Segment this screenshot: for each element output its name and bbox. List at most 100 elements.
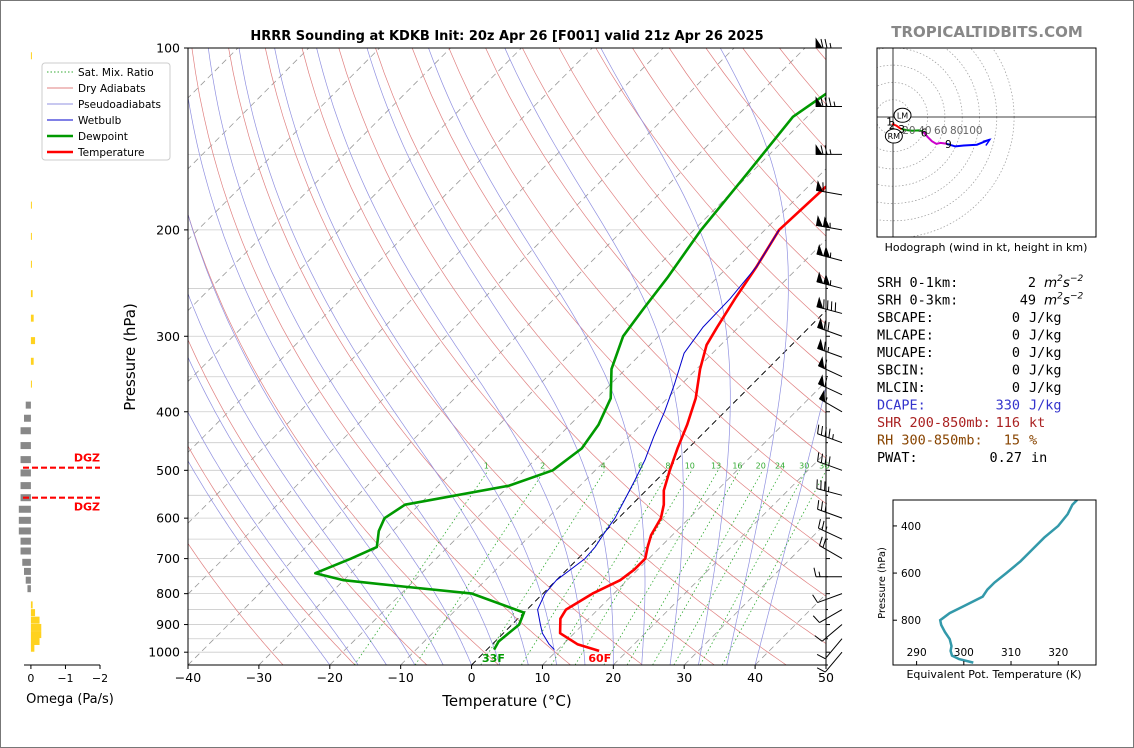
mixing-ratio-label: 20 (756, 461, 766, 470)
pseudoadiabat (188, 213, 444, 665)
dgz-label: DGZ (74, 452, 100, 465)
legend-label: Pseudoadiabats (78, 99, 161, 111)
hodograph-ring-label: 20 (902, 125, 915, 137)
barb-full (824, 427, 827, 437)
mixing-ratio-label: 13 (711, 461, 721, 470)
barb-staff (817, 433, 843, 444)
hodograph-height-label: 6 (921, 128, 928, 140)
hodograph-height-label: 9 (945, 139, 952, 151)
barb-staff (824, 638, 843, 659)
omega-bar (20, 482, 31, 490)
wind-barb (817, 356, 843, 378)
theta-e-x-tick-label: 290 (907, 647, 927, 659)
barb-full (823, 341, 826, 351)
hodograph-segment (922, 131, 947, 145)
wind-barbs (812, 37, 843, 673)
dgz-label: DGZ (74, 501, 100, 514)
dry-adiabat (375, 48, 826, 597)
wind-barb (814, 624, 843, 642)
barb-staff (821, 624, 843, 642)
omega-bar (20, 442, 31, 450)
barb-full (828, 456, 831, 466)
y-tick-label: 200 (156, 222, 180, 237)
theta-e-x-label: Equivalent Pot. Temperature (K) (906, 668, 1081, 681)
index-unit: J/kg (1029, 345, 1062, 361)
index-value: 0.27 (989, 450, 1022, 466)
omega-bar (30, 609, 36, 617)
omega-bar (30, 631, 42, 639)
barb-full (820, 453, 824, 463)
dry-adiabat (188, 542, 284, 665)
skewt-profile-lines (314, 92, 826, 653)
hodograph-labels: 20 40 60 80 100 LM RM 12 3 6 9 (884, 107, 983, 151)
dry-adiabat (742, 48, 826, 149)
barb-staff (817, 460, 843, 471)
index-value: 15 (1004, 433, 1020, 449)
omega-bar (18, 516, 31, 524)
isotherm-line (542, 380, 826, 665)
hodograph-ring-label: 100 (963, 125, 983, 137)
hodograph-ring-label: 60 (934, 125, 947, 137)
barb-flag (815, 37, 823, 49)
pseudoadiabat (428, 48, 646, 665)
barb-full (819, 536, 823, 546)
dry-adiabat (448, 48, 826, 505)
barb-full (817, 500, 820, 510)
dry-adiabat (228, 48, 643, 665)
wind-barb (816, 651, 843, 673)
barb-flag (823, 245, 831, 259)
theta-e-x-tick-label: 320 (1048, 647, 1068, 659)
theta-e-y-tick-label: 600 (901, 568, 921, 580)
theta-e-frame (892, 499, 1097, 666)
wind-barb (815, 215, 843, 231)
wind-barb (815, 180, 843, 196)
dry-adiabat (595, 48, 826, 325)
barb-flag (815, 180, 823, 192)
barb-staff (816, 488, 843, 496)
index-value: 0 (1012, 380, 1020, 396)
pseudoadiabat (188, 356, 387, 665)
index-label: SBCIN: (877, 363, 926, 379)
index-label: DCAPE: (877, 398, 926, 414)
index-label: PWAT: (877, 450, 918, 466)
barb-staff (819, 609, 843, 623)
theta-e-x-tick-label: 300 (954, 647, 974, 659)
barb-flag (816, 243, 824, 257)
omega-bar (30, 616, 40, 624)
hodograph-caption: Hodograph (wind in kt, height in km) (885, 241, 1088, 254)
omega-panel: 0 −1 −2 DGZ DGZ Omega (Pa/s) (18, 52, 114, 707)
mixing-ratio-label: 4 (601, 461, 606, 470)
profile-temperature (558, 185, 826, 653)
barb-full (828, 97, 832, 107)
omega-tick-label: −2 (92, 672, 108, 685)
pseudoadiabat (754, 385, 826, 665)
barb-flag (817, 338, 824, 352)
mixing-ratio-label: 2 (540, 461, 545, 470)
mixing-ratio-line (603, 470, 719, 665)
barb-flag (818, 389, 826, 403)
barb-full (827, 321, 830, 332)
skewt-y-label: Pressure (hPa) (121, 303, 139, 411)
omega-bar (25, 401, 31, 409)
barb-full (814, 635, 823, 642)
barb-full (812, 615, 820, 623)
pseudoadiabat (188, 94, 472, 665)
omega-bar (18, 527, 31, 535)
zero-isotherm (471, 309, 826, 665)
index-unit: m2s−2 (1044, 292, 1083, 309)
wind-barb (817, 519, 843, 540)
index-value: 49 (1020, 293, 1036, 309)
barb-full (824, 145, 828, 155)
barb-half (825, 397, 828, 403)
hodograph-ring-label: 40 (918, 125, 931, 137)
wind-barb (817, 374, 843, 396)
omega-bar (30, 637, 40, 645)
omega-bar (30, 623, 42, 631)
omega-bar (30, 357, 34, 365)
theta-e-y-label: Pressure (hPa) (877, 547, 888, 619)
mixing-ratio-label: 36 (819, 461, 829, 470)
barb-full (824, 502, 827, 513)
pseudoadiabat (316, 48, 586, 665)
barb-flag (815, 144, 823, 155)
index-unit: kt (1029, 415, 1045, 431)
